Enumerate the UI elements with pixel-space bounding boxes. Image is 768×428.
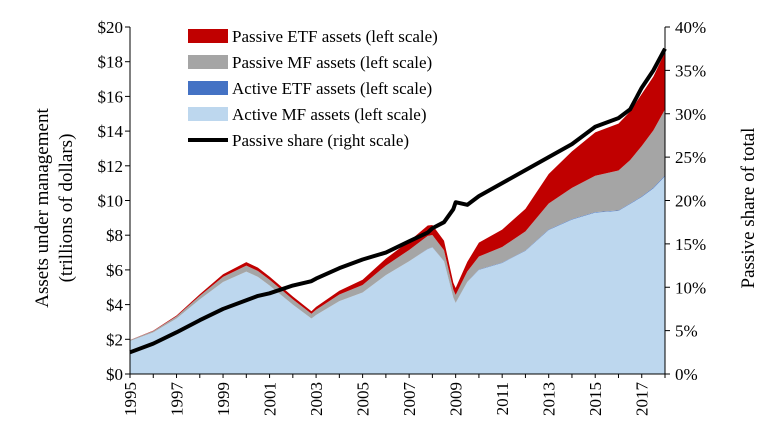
tick-labels-group: $0 $2 $4 $6 $8 $10 $12 $14 $16 $18 $20 0% 5% 10% 15% 20… xyxy=(98,18,707,416)
left-tick-label: $10 xyxy=(98,192,124,211)
active-mf-assets-area xyxy=(130,176,665,374)
x-tick-label: 2003 xyxy=(307,382,326,416)
left-axis-title-line-2: (trillions of dollars) xyxy=(56,134,77,283)
left-tick-label: $2 xyxy=(106,330,123,349)
left-tick-label: $4 xyxy=(106,296,124,315)
passive-share-line-group xyxy=(129,47,667,355)
right-tick-label: 5% xyxy=(675,322,698,341)
x-tick-label: 2007 xyxy=(400,382,419,417)
passive-etf-assets-legend-label: Passive ETF assets (left scale) xyxy=(232,27,438,46)
x-tick-label: 2001 xyxy=(261,382,280,416)
right-tick-label: 0% xyxy=(675,365,698,384)
passive-share-legend-label: Passive share (right scale) xyxy=(232,131,409,150)
passive-share-line xyxy=(129,47,667,355)
left-axis-title-line-1: Assets under management xyxy=(32,108,53,308)
passive-mf-assets-legend-label: Passive MF assets (left scale) xyxy=(232,53,432,72)
x-tick-label: 2013 xyxy=(540,382,559,416)
right-tick-label: 20% xyxy=(675,192,706,211)
x-tick-label: 2015 xyxy=(586,382,605,416)
legend: Passive ETF assets (left scale) Passive M… xyxy=(188,27,438,150)
right-tick-label: 30% xyxy=(675,105,706,124)
left-tick-label: $20 xyxy=(98,18,124,37)
active-mf-assets-legend-label: Active MF assets (left scale) xyxy=(232,105,427,124)
right-axis-title: Passive share of total xyxy=(738,128,759,289)
right-tick-label: 35% xyxy=(675,61,706,80)
right-tick-label: 25% xyxy=(675,148,706,167)
left-tick-label: $12 xyxy=(98,157,124,176)
right-axis-title-text: Passive share of total xyxy=(738,128,759,289)
x-tick-label: 2005 xyxy=(354,382,373,416)
left-tick-label: $6 xyxy=(106,261,123,280)
passive-mf-assets-legend-swatch xyxy=(188,55,228,69)
x-tick-label: 2009 xyxy=(447,382,466,416)
left-tick-label: $18 xyxy=(98,53,124,72)
x-tick-label: 2011 xyxy=(493,382,512,415)
x-tick-label: 1999 xyxy=(214,382,233,416)
passive-mf-assets-area xyxy=(130,109,665,342)
axes-group xyxy=(125,26,670,378)
left-tick-label: $8 xyxy=(106,226,123,245)
left-tick-label: $16 xyxy=(98,87,124,106)
left-axis-title: Assets under management (trillions of do… xyxy=(32,108,77,308)
left-tick-label: $0 xyxy=(106,365,123,384)
right-tick-label: 40% xyxy=(675,18,706,37)
x-tick-label: 1995 xyxy=(121,382,140,416)
right-tick-label: 10% xyxy=(675,278,706,297)
passive-etf-assets-legend-swatch xyxy=(188,29,228,43)
right-tick-label: 15% xyxy=(675,235,706,254)
left-tick-label: $14 xyxy=(98,122,124,141)
active-etf-assets-legend-swatch xyxy=(188,81,228,95)
area-series-group xyxy=(130,52,665,374)
active-mf-assets-legend-swatch xyxy=(188,107,228,121)
x-tick-label: 1997 xyxy=(168,382,187,417)
active-etf-assets-legend-label: Active ETF assets (left scale) xyxy=(232,79,432,98)
x-tick-label: 2017 xyxy=(633,382,652,417)
passive-etf-assets-area xyxy=(130,52,665,341)
